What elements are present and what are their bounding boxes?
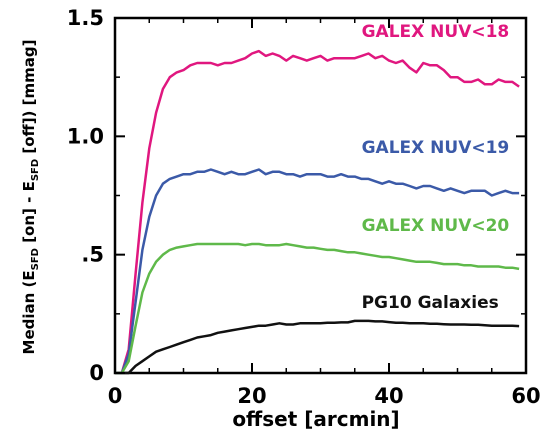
ticks: 0 20 40 60 0 .5 1.0 1.5 [67,6,541,408]
y-tick-label: 0 [89,361,104,385]
series-label-galex-nuv-18: GALEX NUV<18 [362,22,510,42]
series-label-galex-nuv-19: GALEX NUV<19 [362,138,510,158]
series-label-galex-nuv-20: GALEX NUV<20 [362,216,510,236]
x-axis-label: offset [arcmin] [232,407,399,431]
x-tick-label: 20 [237,384,266,408]
y-tick-label: 1.0 [67,124,104,148]
series-line-galex-nuv-18 [115,49,520,375]
series-line-pg10-galaxies [115,319,520,375]
series-lines: GALEX NUV<18 GALEX NUV<19 GALEX NUV<20 PG10… [115,22,520,375]
series-line-galex-nuv-19 [115,168,520,375]
y-tick-label: 1.5 [67,6,104,30]
series-line-galex-nuv-20 [115,242,520,375]
x-tick-label: 0 [108,384,123,408]
y-tick-label: .5 [81,243,104,267]
series-label-pg10-galaxies: PG10 Galaxies [362,293,499,313]
x-tick-label: 40 [374,384,403,408]
x-tick-label: 60 [511,384,540,408]
y-axis-label: Median (ESFD [on] - ESFD [off]) [mmag] [20,40,41,355]
